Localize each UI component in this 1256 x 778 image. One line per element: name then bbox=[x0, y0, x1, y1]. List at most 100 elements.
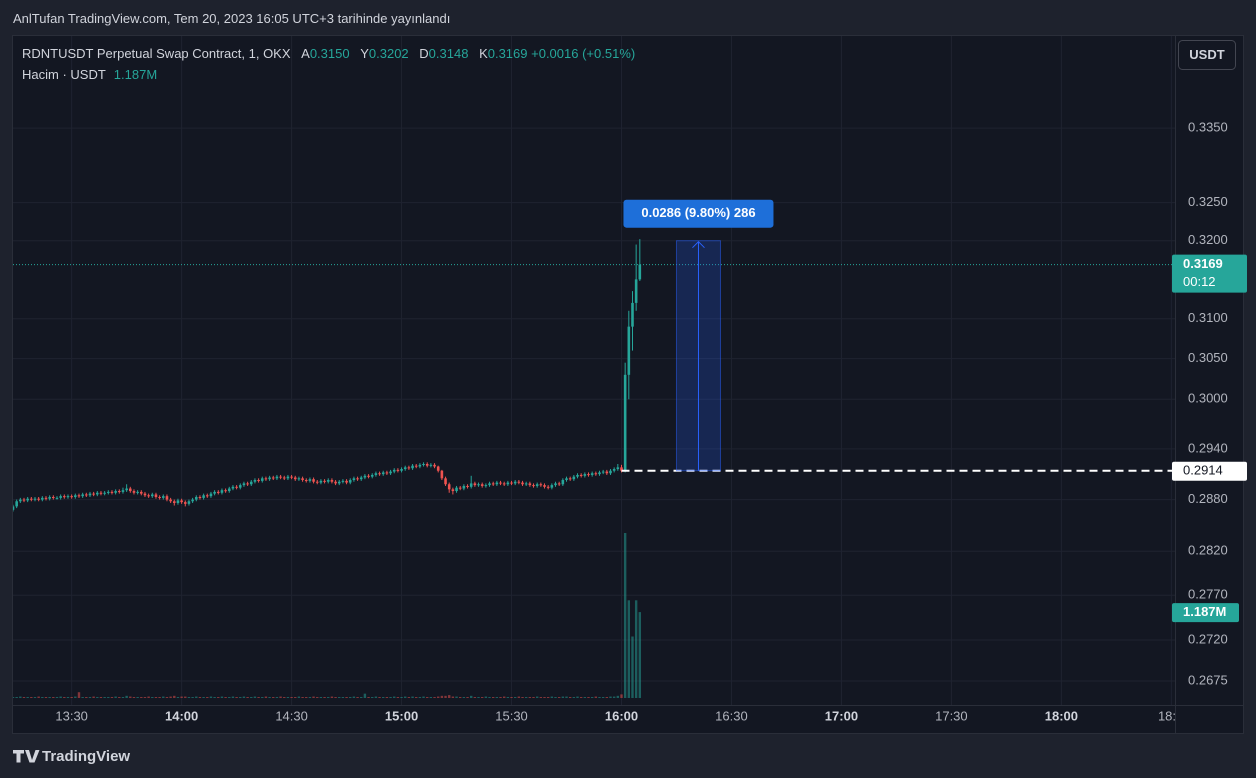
candle-body bbox=[22, 499, 26, 501]
candle-body bbox=[63, 496, 66, 498]
candle-body bbox=[590, 473, 594, 475]
brand-logo: TradingView bbox=[13, 748, 130, 765]
candle-body bbox=[246, 483, 249, 485]
candle-body bbox=[202, 495, 205, 498]
volume-bar bbox=[77, 692, 81, 698]
published-note: AnlTufan TradingView.com, Tem 20, 2023 1… bbox=[13, 11, 451, 26]
volume-bar bbox=[396, 697, 400, 698]
volume-name: Hacim · USDT bbox=[22, 67, 106, 82]
volume-bar bbox=[301, 697, 304, 698]
candle-body bbox=[378, 473, 381, 475]
symbol: RDNTUSDT Perpetual Swap Contract, 1, OKX bbox=[22, 46, 291, 61]
candle-body bbox=[455, 487, 458, 492]
candle-body bbox=[85, 494, 88, 496]
candle-body bbox=[15, 501, 18, 507]
volume-bar bbox=[286, 697, 290, 698]
candle-body bbox=[132, 491, 136, 493]
x-tick-label: 14:30 bbox=[275, 708, 308, 723]
volume-bar bbox=[279, 696, 282, 698]
volume-bar bbox=[114, 696, 117, 698]
y-tick-label: 0.3000 bbox=[1188, 391, 1228, 406]
volume-bar bbox=[81, 697, 84, 698]
volume-bar bbox=[191, 697, 194, 698]
candle-body bbox=[532, 485, 535, 487]
candle-body bbox=[561, 480, 565, 485]
volume-bar bbox=[85, 697, 88, 698]
volume-bar bbox=[437, 696, 440, 698]
volume-value: 1.187M bbox=[113, 67, 158, 82]
candle-body bbox=[594, 473, 598, 475]
volume-bar bbox=[426, 697, 429, 698]
volume-bar bbox=[579, 697, 583, 698]
volume-bar bbox=[308, 697, 312, 698]
volume-bar bbox=[330, 696, 334, 698]
volume-bar bbox=[594, 696, 598, 698]
volume-bar bbox=[451, 696, 455, 698]
candle-body bbox=[488, 483, 491, 486]
volume-bar bbox=[352, 696, 356, 698]
candle-body bbox=[546, 486, 550, 488]
volume-bar bbox=[173, 695, 176, 698]
volume-bar bbox=[484, 696, 488, 698]
candle-body bbox=[238, 485, 242, 488]
candle-body bbox=[418, 464, 422, 467]
volume-bar bbox=[360, 697, 363, 698]
currency-button[interactable]: USDT bbox=[1178, 40, 1236, 70]
candle-body bbox=[41, 497, 44, 500]
volume-bar bbox=[448, 695, 451, 698]
volume-bar bbox=[268, 697, 271, 698]
volume-bar bbox=[92, 696, 95, 698]
volume-bar bbox=[620, 694, 623, 698]
candle-body bbox=[605, 471, 609, 474]
candle-body bbox=[13, 506, 15, 510]
candle-body bbox=[469, 483, 473, 487]
volume-bar bbox=[378, 697, 381, 698]
last-price-label: 0.3169 bbox=[1183, 256, 1223, 271]
volume-bar bbox=[480, 697, 484, 698]
candle-body bbox=[447, 484, 451, 490]
plot bbox=[13, 239, 642, 512]
volume-bar bbox=[63, 697, 66, 698]
currency-button-box[interactable] bbox=[1178, 40, 1236, 70]
candle-body bbox=[576, 474, 579, 477]
low-label: D bbox=[419, 46, 429, 61]
volume-bar bbox=[477, 697, 480, 698]
volume-bar bbox=[528, 697, 532, 698]
candle-body bbox=[517, 481, 521, 483]
volume-bar bbox=[235, 697, 238, 698]
candle-body bbox=[381, 472, 385, 475]
volume-bar bbox=[26, 697, 29, 698]
candle-body bbox=[172, 501, 176, 503]
candle-body bbox=[154, 494, 158, 498]
y-tick-label: 0.2820 bbox=[1188, 543, 1228, 558]
candle-body bbox=[572, 476, 576, 480]
candle-body bbox=[407, 467, 411, 469]
volume-bar bbox=[411, 696, 414, 698]
candle-body bbox=[110, 491, 114, 493]
currency-label[interactable]: USDT bbox=[1189, 47, 1224, 62]
volume-bar bbox=[44, 697, 48, 698]
volume-bar bbox=[612, 696, 616, 698]
volume-bar bbox=[264, 696, 268, 698]
candle-body bbox=[400, 469, 403, 471]
candle-body bbox=[392, 469, 396, 472]
measure-label-box bbox=[623, 199, 774, 228]
candle-body bbox=[337, 481, 341, 484]
candle-body bbox=[48, 497, 51, 499]
volume-bar bbox=[305, 697, 308, 698]
candle-body bbox=[96, 492, 99, 495]
candle-body bbox=[81, 494, 84, 497]
candle-body bbox=[444, 478, 447, 485]
candle-body bbox=[249, 481, 253, 485]
candle-body bbox=[348, 480, 352, 483]
candle-body bbox=[539, 484, 543, 486]
candle-body bbox=[257, 480, 260, 482]
candle-body bbox=[323, 480, 326, 482]
candle-body bbox=[499, 482, 502, 484]
volume-bar bbox=[140, 697, 143, 698]
volume-bar bbox=[389, 697, 392, 698]
candle-body bbox=[59, 496, 62, 498]
candle-body bbox=[74, 495, 77, 498]
candle-body bbox=[161, 496, 165, 498]
volume-bar bbox=[48, 697, 51, 698]
